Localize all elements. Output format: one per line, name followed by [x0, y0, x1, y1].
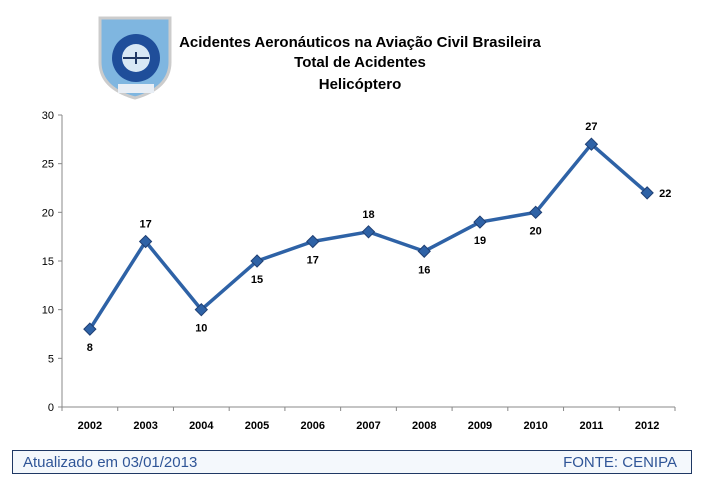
- line-chart: 0 5 10 15 20 25 30 2002 2003 2004 2005 2006 2007 2008…: [42, 110, 676, 432]
- x-tick-label: 2005: [245, 420, 269, 432]
- data-label: 15: [251, 274, 263, 286]
- data-point: [640, 186, 654, 200]
- data-point: [473, 215, 487, 229]
- cenipa-logo: [98, 16, 172, 100]
- x-tick-label: 2009: [468, 420, 492, 432]
- data-label: 10: [195, 323, 207, 335]
- x-tick-label: 2010: [523, 420, 547, 432]
- data-label: 22: [659, 188, 671, 200]
- y-tick-label: 15: [42, 256, 54, 268]
- x-tick-label: 2011: [579, 420, 603, 432]
- chart-title: Acidentes Aeronáuticos na Aviação Civil …: [179, 34, 541, 51]
- data-point: [528, 205, 543, 220]
- data-point: [584, 137, 599, 151]
- x-tick-label: 2003: [133, 420, 157, 432]
- data-point: [194, 302, 209, 317]
- data-point: [306, 234, 320, 249]
- updated-date: Atualizado em 03/01/2013: [23, 454, 198, 471]
- y-tick-label: 25: [42, 159, 54, 171]
- chart-subtitle-total: Total de Acidentes: [294, 54, 426, 71]
- data-label: 20: [530, 225, 542, 237]
- data-point: [417, 244, 431, 258]
- x-tick-label: 2004: [189, 420, 214, 432]
- y-tick-label: 30: [42, 110, 54, 122]
- source-label: FONTE: CENIPA: [563, 454, 677, 471]
- y-tick-label: 5: [48, 353, 54, 365]
- data-label: 27: [585, 121, 597, 133]
- x-tick-label: 2008: [412, 420, 436, 432]
- y-tick-label: 20: [42, 207, 54, 219]
- data-label: 18: [362, 209, 374, 221]
- x-tick-label: 2007: [356, 420, 380, 432]
- data-label: 17: [307, 255, 319, 267]
- data-point: [83, 322, 97, 336]
- data-label: 17: [139, 219, 151, 231]
- data-point: [138, 234, 153, 249]
- data-label: 8: [87, 342, 93, 354]
- data-label: 19: [474, 235, 486, 247]
- footer-bar: Atualizado em 03/01/2013 FONTE: CENIPA: [12, 450, 692, 474]
- y-tick-label: 0: [48, 402, 54, 414]
- x-tick-label: 2006: [301, 420, 325, 432]
- data-point: [250, 254, 264, 268]
- chart-subtitle-helicopter: Helicóptero: [318, 76, 402, 93]
- x-tick-label: 2012: [635, 420, 659, 432]
- x-tick-label: 2002: [78, 420, 102, 432]
- data-label: 16: [418, 264, 430, 276]
- data-point: [361, 225, 376, 239]
- y-tick-label: 10: [42, 305, 54, 317]
